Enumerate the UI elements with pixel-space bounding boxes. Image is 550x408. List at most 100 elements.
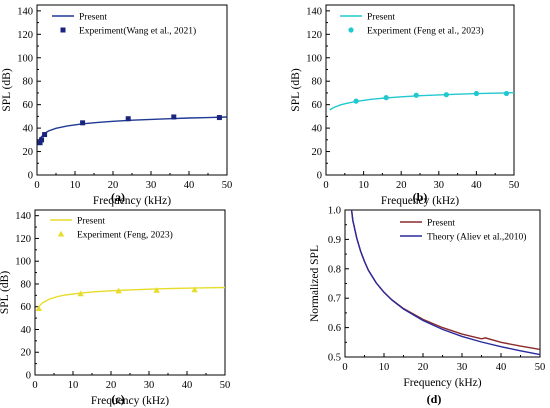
legend-label: Experiment (Feng et al., 2023) <box>367 26 484 37</box>
data-point <box>42 132 48 138</box>
legend-label: Present <box>427 219 455 229</box>
x-tick-label: 0 <box>323 180 328 191</box>
y-tick-label: 0.5 <box>328 353 341 364</box>
y-tick-label: 120 <box>306 30 322 41</box>
x-tick-label: 20 <box>418 362 429 373</box>
x-tick-label: 20 <box>396 180 407 191</box>
legend: Present Theory (Aliev et al.,2010) <box>400 219 526 243</box>
y-tick-label: 100 <box>17 53 33 64</box>
y-tick-label: 80 <box>21 279 32 290</box>
x-tick-label: 40 <box>496 362 507 373</box>
data-point <box>443 92 449 98</box>
x-tick-label: 0 <box>342 362 347 373</box>
x-tick-label: 0 <box>34 180 39 191</box>
panel-label: (c) <box>111 392 124 406</box>
y-tick-label: 60 <box>23 100 34 111</box>
panel-c: 0 10 20 30 40 50 0 20 40 60 80 100 120 140 Frequency (… <box>0 209 231 407</box>
y-tick-label: 120 <box>15 234 31 245</box>
y-tick-label: 1.0 <box>328 206 341 217</box>
data-point <box>216 115 222 121</box>
data-point <box>80 120 86 126</box>
y-tick-label: 100 <box>306 53 322 64</box>
y-tick-label: 40 <box>23 124 34 135</box>
y-tick-label: 0.6 <box>328 323 341 334</box>
data-point <box>37 140 43 146</box>
y-tick-label: 0.7 <box>328 294 341 305</box>
series-line <box>38 116 227 143</box>
data-point <box>35 305 42 311</box>
data-point <box>77 290 84 297</box>
x-axis-title: Frequency (kHz) <box>403 377 481 389</box>
data-point <box>473 90 479 97</box>
plot-area <box>37 114 227 146</box>
x-tick-label: 40 <box>471 180 482 191</box>
x-axis-title: Frequency (kHz) <box>381 195 459 207</box>
x-tick-label: 50 <box>222 180 233 191</box>
series-line <box>350 210 540 351</box>
x-tick-label: 30 <box>144 380 155 391</box>
data-point <box>191 286 198 293</box>
data-point <box>115 287 122 294</box>
data-point <box>413 92 419 98</box>
panel-d: 0 10 20 30 40 50 0.5 0.6 0.7 0.8 0.9 1.0 Frequency (… <box>309 206 545 407</box>
y-tick-label: 80 <box>23 77 34 88</box>
legend-label: Present <box>367 13 395 23</box>
x-tick-label: 30 <box>457 362 468 373</box>
y-tick-label: 100 <box>15 257 31 268</box>
y-tick-label: 120 <box>17 30 33 41</box>
x-tick-label: 30 <box>434 180 445 191</box>
x-tick-label: 10 <box>358 180 369 191</box>
y-tick-label: 60 <box>312 100 323 111</box>
x-tick-label: 50 <box>535 362 546 373</box>
y-axis-title: SPL (dB) <box>0 271 11 315</box>
data-point <box>503 90 510 97</box>
legend-label: Present <box>77 217 105 227</box>
plot-area <box>350 210 540 356</box>
y-axis-title: SPL (dB) <box>1 68 13 112</box>
y-tick-label: 0 <box>317 171 322 182</box>
y-tick-label: 20 <box>21 348 32 359</box>
panel-label: (a) <box>111 190 125 204</box>
y-tick-label: 20 <box>23 147 34 158</box>
x-axis-title: Frequency (kHz) <box>91 395 169 407</box>
plot-area <box>35 286 225 311</box>
y-tick-label: 140 <box>15 211 31 222</box>
x-tick-label: 50 <box>509 180 520 191</box>
y-tick-label: 0.8 <box>328 264 341 275</box>
legend-label: Theory (Aliev et al.,2010) <box>427 232 526 243</box>
x-axis-title: Frequency (kHz) <box>93 195 171 207</box>
data-point <box>171 114 177 120</box>
x-tick-label: 40 <box>182 380 193 391</box>
data-point <box>39 137 45 143</box>
data-point <box>153 287 160 293</box>
y-tick-label: 0 <box>26 371 31 382</box>
x-tick-label: 30 <box>146 180 157 191</box>
legend-label: Experiment(Wang et al., 2021) <box>79 26 196 37</box>
y-tick-label: 20 <box>312 147 323 158</box>
legend-label: Experiment (Feng, 2023) <box>77 230 173 241</box>
legend-marker-swatch <box>57 230 65 237</box>
x-tick-label: 20 <box>108 180 119 191</box>
series-line <box>350 210 540 356</box>
x-tick-label: 20 <box>106 380 117 391</box>
panel-a: 0 10 20 30 40 50 0 20 40 60 80 100 120 140 Frequency (… <box>1 4 233 207</box>
panel-label: (d) <box>427 392 442 406</box>
plot-area <box>329 90 514 111</box>
x-tick-label: 40 <box>184 180 195 191</box>
y-tick-label: 60 <box>21 302 32 313</box>
y-tick-label: 140 <box>306 6 322 17</box>
y-tick-label: 0 <box>28 171 33 182</box>
legend-label: Present <box>79 13 107 23</box>
data-point <box>125 116 131 122</box>
x-tick-label: 0 <box>32 380 37 391</box>
legend-marker-swatch <box>60 27 66 33</box>
data-point <box>353 98 359 104</box>
y-axis-title: SPL (dB) <box>290 68 302 112</box>
panel-b: 0 10 20 30 40 50 0 20 40 60 80 100 120 140 Frequency (… <box>290 4 520 207</box>
x-tick-label: 10 <box>70 180 81 191</box>
x-tick-label: 50 <box>220 380 231 391</box>
series-line <box>329 92 514 111</box>
legend: Present Experiment(Wang et al., 2021) <box>52 13 196 37</box>
y-tick-label: 40 <box>312 124 323 135</box>
data-point <box>383 95 389 101</box>
